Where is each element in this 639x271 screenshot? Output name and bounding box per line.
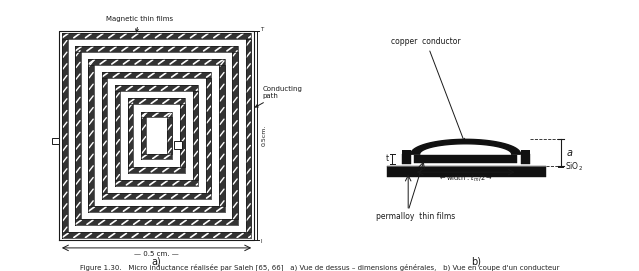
Bar — [75, 52, 81, 219]
Text: t: t — [385, 154, 389, 163]
Text: — 0.5 cm. —: — 0.5 cm. — — [134, 251, 179, 257]
Bar — [219, 65, 225, 206]
Bar — [128, 167, 185, 173]
Bar — [141, 117, 146, 154]
Bar — [193, 91, 198, 180]
Bar — [387, 166, 546, 177]
Bar — [141, 112, 172, 117]
Text: a: a — [566, 148, 572, 158]
Text: 0.5cm.: 0.5cm. — [261, 125, 266, 146]
Bar — [521, 150, 530, 154]
Bar — [233, 52, 238, 219]
Text: $\mathsf{SiO_2}$: $\mathsf{SiO_2}$ — [565, 160, 583, 173]
Bar — [62, 233, 251, 238]
Text: Conducting
path: Conducting path — [256, 86, 302, 107]
Text: a): a) — [151, 257, 162, 267]
Bar — [115, 85, 198, 91]
Bar — [414, 154, 518, 163]
Bar — [102, 193, 212, 199]
Bar — [402, 150, 411, 154]
Bar — [75, 46, 238, 52]
Bar — [62, 38, 68, 233]
Bar — [115, 91, 120, 180]
Text: I: I — [261, 238, 263, 244]
Bar — [206, 78, 212, 193]
Text: T: T — [260, 27, 263, 31]
Bar — [402, 154, 411, 164]
Text: Figure 1.30.   Micro inductance réalisée par Saleh [65, 66]   a) Vue de dessus –: Figure 1.30. Micro inductance réalisée p… — [80, 263, 559, 271]
Bar — [88, 59, 225, 65]
Bar — [180, 104, 185, 167]
Text: b): b) — [471, 257, 481, 267]
Bar — [167, 117, 172, 154]
Bar — [174, 141, 181, 149]
Text: $\leftarrow$width : $\ell_m$/2$\rightarrow$: $\leftarrow$width : $\ell_m$/2$\rightarr… — [438, 173, 493, 185]
Text: permalloy  thin films: permalloy thin films — [376, 212, 456, 221]
Bar — [128, 104, 134, 167]
Bar — [521, 154, 530, 164]
Bar — [128, 98, 185, 104]
Bar — [102, 78, 107, 193]
Text: copper  conductor: copper conductor — [391, 37, 465, 142]
Bar — [75, 219, 238, 225]
Bar — [52, 138, 59, 144]
Bar — [88, 206, 225, 212]
Bar — [141, 154, 172, 159]
Bar — [245, 38, 251, 233]
Text: Magnetic thin films: Magnetic thin films — [106, 16, 173, 32]
Bar — [102, 72, 212, 78]
Polygon shape — [411, 139, 521, 154]
Bar — [62, 33, 251, 38]
Bar — [88, 65, 94, 206]
Bar — [115, 180, 198, 186]
